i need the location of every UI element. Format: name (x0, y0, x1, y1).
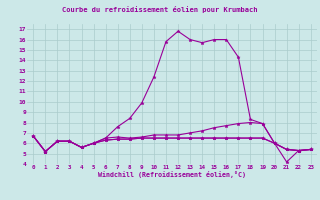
X-axis label: Windchill (Refroidissement éolien,°C): Windchill (Refroidissement éolien,°C) (98, 172, 246, 179)
Text: Courbe du refroidissement éolien pour Krumbach: Courbe du refroidissement éolien pour Kr… (62, 6, 258, 13)
